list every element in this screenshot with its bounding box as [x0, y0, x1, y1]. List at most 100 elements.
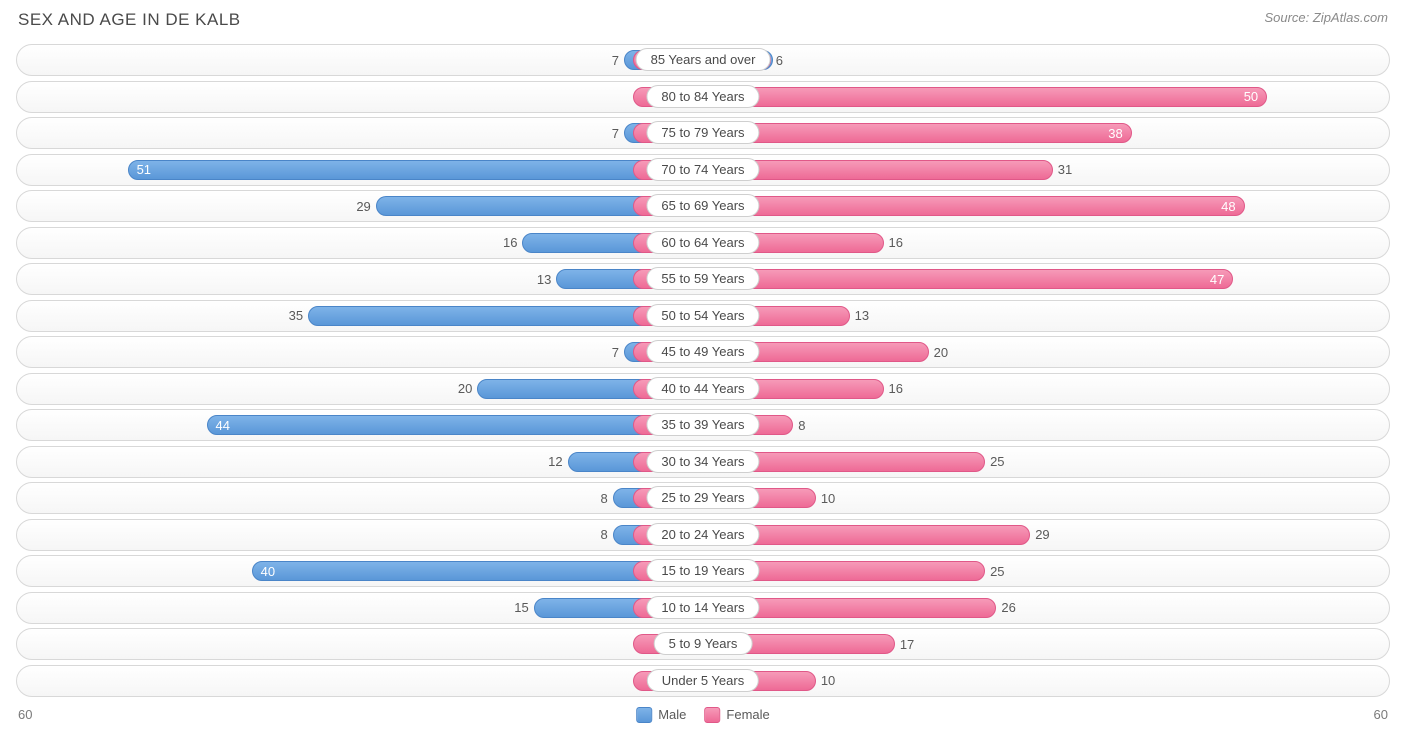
female-side: 48 [703, 191, 1389, 221]
pyramid-row: 0 50 80 to 84 Years [16, 81, 1390, 113]
male-side: 0 [17, 82, 703, 112]
age-label: 30 to 34 Years [646, 450, 759, 473]
male-value: 7 [612, 53, 625, 68]
male-side: 20 [17, 374, 703, 404]
male-value: 29 [356, 199, 376, 214]
legend-male: Male [636, 707, 686, 723]
pyramid-row: 15 26 10 to 14 Years [16, 592, 1390, 624]
legend: Male Female [636, 707, 770, 723]
chart-source: Source: ZipAtlas.com [1264, 10, 1388, 25]
pyramid-row: 5 10 Under 5 Years [16, 665, 1390, 697]
age-label: 80 to 84 Years [646, 85, 759, 108]
female-value: 48 [1221, 199, 1235, 214]
age-label: 55 to 59 Years [646, 267, 759, 290]
pyramid-row: 81025 to 29 Years [16, 482, 1390, 514]
male-value: 13 [537, 272, 557, 287]
female-side: 25 [703, 556, 1389, 586]
female-value: 20 [928, 345, 948, 360]
male-swatch-icon [636, 707, 652, 723]
age-label: 35 to 39 Years [646, 413, 759, 436]
pyramid-row: 5 17 5 to 9 Years [16, 628, 1390, 660]
female-value: 10 [815, 673, 835, 688]
pyramid-row: 29 48 65 to 69 Years [16, 190, 1390, 222]
female-side: 47 [703, 264, 1389, 294]
female-value: 25 [984, 454, 1004, 469]
pyramid-row: 201640 to 44 Years [16, 373, 1390, 405]
female-value: 10 [815, 491, 835, 506]
age-label: Under 5 Years [647, 669, 759, 692]
female-value: 8 [792, 418, 805, 433]
male-side: 7 [17, 45, 703, 75]
chart-footer: 60 Male Female 60 [16, 705, 1390, 725]
male-value: 8 [601, 491, 614, 506]
female-value: 29 [1029, 527, 1049, 542]
female-side: 26 [703, 593, 1389, 623]
age-label: 15 to 19 Years [646, 559, 759, 582]
male-side: 5 [17, 666, 703, 696]
pyramid-chart: 7 685 Years and over 0 50 80 to 84 Years 7 38 7… [16, 44, 1390, 697]
pyramid-row: 8 29 20 to 24 Years [16, 519, 1390, 551]
male-value: 51 [137, 162, 151, 177]
legend-female: Female [704, 707, 769, 723]
axis-max-right: 60 [1374, 707, 1388, 722]
pyramid-row: 51 31 70 to 74 Years [16, 154, 1390, 186]
female-side: 13 [703, 301, 1389, 331]
male-value: 20 [458, 381, 478, 396]
pyramid-row: 16 16 60 to 64 Years [16, 227, 1390, 259]
female-side: 29 [703, 520, 1389, 550]
male-value: 44 [216, 418, 230, 433]
male-side: 35 [17, 301, 703, 331]
pyramid-row: 40 25 15 to 19 Years [16, 555, 1390, 587]
male-value: 35 [289, 308, 309, 323]
female-value: 31 [1052, 162, 1072, 177]
male-side: 8 [17, 483, 703, 513]
male-side: 12 [17, 447, 703, 477]
age-label: 65 to 69 Years [646, 194, 759, 217]
male-side: 51 [17, 155, 703, 185]
female-side: 16 [703, 374, 1389, 404]
male-side: 13 [17, 264, 703, 294]
chart-header: SEX AND AGE IN DE KALB Source: ZipAtlas.… [16, 10, 1390, 30]
female-side: 38 [703, 118, 1389, 148]
age-label: 75 to 79 Years [646, 121, 759, 144]
age-label: 50 to 54 Years [646, 304, 759, 327]
male-side: 5 [17, 629, 703, 659]
axis-max-left: 60 [18, 707, 32, 722]
female-side: 6 [703, 45, 1389, 75]
male-side: 40 [17, 556, 703, 586]
female-value: 38 [1108, 126, 1122, 141]
male-value: 16 [503, 235, 523, 250]
female-side: 10 [703, 666, 1389, 696]
female-side: 10 [703, 483, 1389, 513]
male-side: 7 [17, 337, 703, 367]
pyramid-row: 13 47 55 to 59 Years [16, 263, 1390, 295]
age-label: 70 to 74 Years [646, 158, 759, 181]
age-label: 5 to 9 Years [654, 632, 753, 655]
chart-title: SEX AND AGE IN DE KALB [18, 10, 241, 30]
female-value: 17 [894, 637, 914, 652]
male-value: 40 [261, 564, 275, 579]
male-value: 8 [601, 527, 614, 542]
female-value: 16 [883, 235, 903, 250]
age-label: 45 to 49 Years [646, 340, 759, 363]
pyramid-row: 7 685 Years and over [16, 44, 1390, 76]
male-side: 8 [17, 520, 703, 550]
age-label: 10 to 14 Years [646, 596, 759, 619]
male-value: 15 [514, 600, 534, 615]
legend-female-label: Female [726, 707, 769, 722]
age-label: 60 to 64 Years [646, 231, 759, 254]
female-value: 50 [1244, 89, 1258, 104]
male-side: 29 [17, 191, 703, 221]
female-value: 25 [984, 564, 1004, 579]
female-swatch-icon [704, 707, 720, 723]
female-side: 25 [703, 447, 1389, 477]
female-value: 26 [995, 600, 1015, 615]
age-label: 20 to 24 Years [646, 523, 759, 546]
age-label: 85 Years and over [636, 48, 771, 71]
male-value: 7 [612, 126, 625, 141]
male-side: 7 [17, 118, 703, 148]
female-value: 47 [1210, 272, 1224, 287]
male-value: 7 [612, 345, 625, 360]
female-side: 20 [703, 337, 1389, 367]
male-value: 12 [548, 454, 568, 469]
